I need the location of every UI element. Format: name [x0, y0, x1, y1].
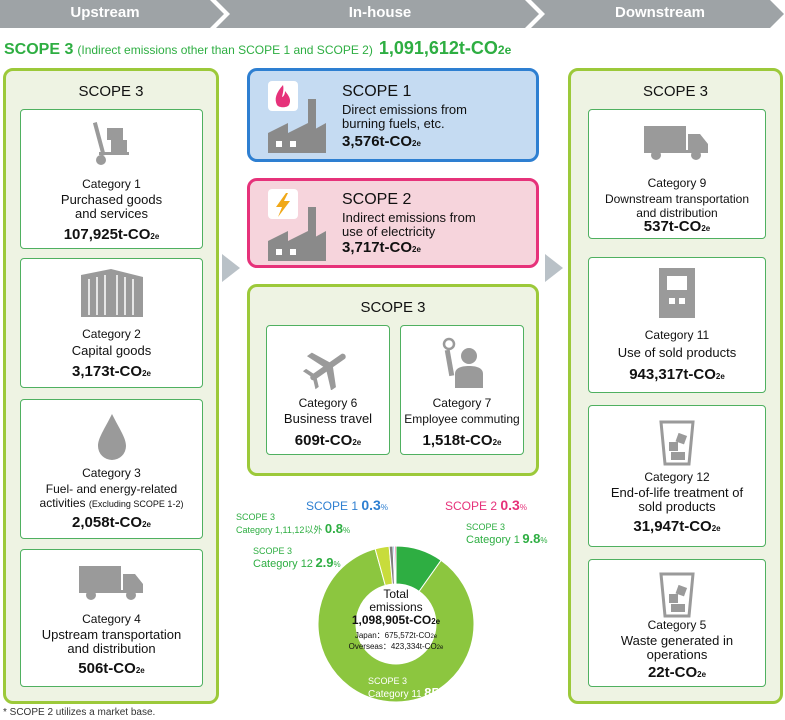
emissions-donut-chart	[317, 545, 475, 703]
label-category1: SCOPE 3 Category 1 9.8%	[466, 522, 548, 546]
card-value: 3,173t-CO2e	[72, 363, 151, 380]
scope1-title: SCOPE 1	[342, 83, 412, 100]
card-category: Category 7	[432, 396, 492, 410]
card-name: Fuel- and energy-related activities (Excl…	[39, 482, 184, 510]
truck-icon	[644, 126, 708, 160]
stage-banner: Upstream In-house Downstream	[0, 0, 785, 28]
donut-center-japan: Japan：675,572t-CO2e	[354, 631, 438, 640]
card-category: Category 2	[82, 327, 141, 341]
scope2-box: SCOPE 2 Indirect emissions from use of el…	[247, 178, 539, 268]
donut-center-overseas: Overseas：423,334t-CO2e	[348, 642, 444, 651]
donut-center-subtitle: emissions	[369, 600, 423, 614]
factory-fire-icon	[268, 81, 326, 153]
bin-icon	[659, 572, 695, 618]
commuter-icon	[442, 337, 483, 388]
inhouse-scope3-panel: SCOPE 3 Category 6 Business travel 609t-…	[247, 284, 539, 476]
donut-center: Total emissions 1,098,905t-CO2e Japan：67…	[316, 588, 476, 653]
card-name: End-of-life treatment of sold products	[610, 485, 744, 514]
scope1-desc: Direct emissions from burning fuels, etc.	[342, 102, 467, 131]
donut-hole	[356, 584, 436, 664]
downstream-title: SCOPE 3	[642, 83, 709, 100]
card-value: 31,947t-CO2e	[633, 518, 721, 535]
category-2-card: Category 2 Capital goods 3,173t-CO2e	[20, 258, 203, 388]
category-7-card: Category 7 Employee commuting 1,518t-CO2…	[400, 325, 524, 455]
category-5-card: Category 5 Waste generated in operations …	[588, 559, 766, 687]
card-name: Business travel	[283, 411, 373, 426]
bin-icon	[659, 420, 695, 466]
donut-center-title: Total	[383, 587, 409, 601]
hand-truck-icon	[92, 122, 129, 165]
downstream-panel: SCOPE 3 Category 9 Downstream transporta…	[568, 68, 783, 704]
category-12-card: Category 12 End-of-life treatment of sold…	[588, 405, 766, 547]
card-name: Employee commuting	[404, 412, 520, 426]
card-name: Waste generated in operations	[620, 633, 734, 662]
scope3-header: SCOPE 3 (Indirect emissions other than SC…	[4, 38, 511, 59]
card-name: Capital goods	[71, 343, 152, 358]
category-3-card: Category 3 Fuel- and energy-related activ…	[20, 399, 203, 539]
card-name: Downstream transportation and distributio…	[604, 192, 750, 220]
category-1-card: Category 1 Purchased goods and services 1…	[20, 109, 203, 249]
factory-electric-icon	[268, 189, 326, 261]
card-category: Category 5	[647, 618, 707, 632]
card-category: Category 1	[82, 177, 141, 191]
truck-icon	[78, 566, 143, 600]
category-9-card: Category 9 Downstream transportation and …	[588, 109, 766, 239]
label-scope1: SCOPE 1 0.3%	[306, 497, 388, 513]
card-category: Category 11	[644, 328, 710, 342]
card-name: Use of sold products	[617, 345, 737, 360]
drop-icon	[97, 414, 126, 460]
card-value: 1,518t-CO2e	[422, 432, 502, 449]
card-value: 943,317t-CO2e	[629, 366, 725, 383]
card-value: 22t-CO2e	[647, 664, 707, 681]
header-total: 1,091,612t-CO2e	[378, 38, 512, 58]
scope1-value: 3,576t-CO2e	[342, 133, 421, 150]
card-value: 537t-CO2e	[643, 218, 711, 235]
scope1-box: SCOPE 1 Direct emissions from burning fue…	[247, 68, 539, 162]
card-category: Category 3	[82, 466, 141, 480]
stage-inhouse: In-house	[348, 4, 412, 21]
card-value: 609t-CO2e	[294, 432, 362, 449]
upstream-title: SCOPE 3	[78, 83, 144, 100]
scope2-desc: Indirect emissions from use of electricit…	[342, 210, 476, 239]
stage-downstream: Downstream	[614, 4, 706, 21]
label-scope2: SCOPE 2 0.3%	[445, 497, 527, 513]
inhouse-scope3-title: SCOPE 3	[360, 299, 426, 316]
label-category11: SCOPE 3 Category 11 85.8%	[368, 676, 457, 700]
scope2-title: SCOPE 2	[342, 191, 412, 208]
card-category: Category 4	[82, 612, 141, 626]
footnote: * SCOPE 2 utilizes a market base.	[3, 707, 156, 718]
card-category: Category 6	[298, 396, 358, 410]
card-value: 2,058t-CO2e	[72, 514, 151, 531]
upstream-panel: SCOPE 3 Category 1 Purchased goods and se…	[3, 68, 219, 704]
header-desc: (Indirect emissions other than SCOPE 1 a…	[77, 43, 373, 57]
category-4-card: Category 4 Upstream transportation and di…	[20, 549, 203, 687]
category-11-card: Category 11 Use of sold products 943,317…	[588, 257, 766, 393]
label-other: SCOPE 3 Category 1,11,12以外 0.8%	[236, 512, 351, 536]
card-name: Purchased goods and services	[60, 192, 163, 221]
donut-center-value: 1,098,905t-CO2e	[351, 613, 441, 627]
arrow-right-icon	[545, 254, 563, 282]
card-value: 107,925t-CO2e	[63, 226, 160, 243]
label-category12: SCOPE 3 Category 12 2.9%	[253, 546, 341, 570]
category-6-card: Category 6 Business travel 609t-CO2e	[266, 325, 390, 455]
machine-icon	[659, 268, 695, 318]
building-icon	[80, 269, 143, 317]
card-value: 506t-CO2e	[78, 660, 145, 677]
stage-upstream: Upstream	[70, 4, 140, 21]
card-category: Category 12	[644, 470, 710, 484]
airplane-icon	[303, 352, 346, 390]
card-category: Category 9	[647, 176, 707, 190]
header-scope: SCOPE 3	[4, 41, 74, 58]
card-name: Upstream transportation and distribution	[41, 627, 182, 656]
arrow-right-icon	[222, 254, 240, 282]
scope2-value: 3,717t-CO2e	[342, 239, 421, 256]
donut-slice	[394, 545, 397, 585]
